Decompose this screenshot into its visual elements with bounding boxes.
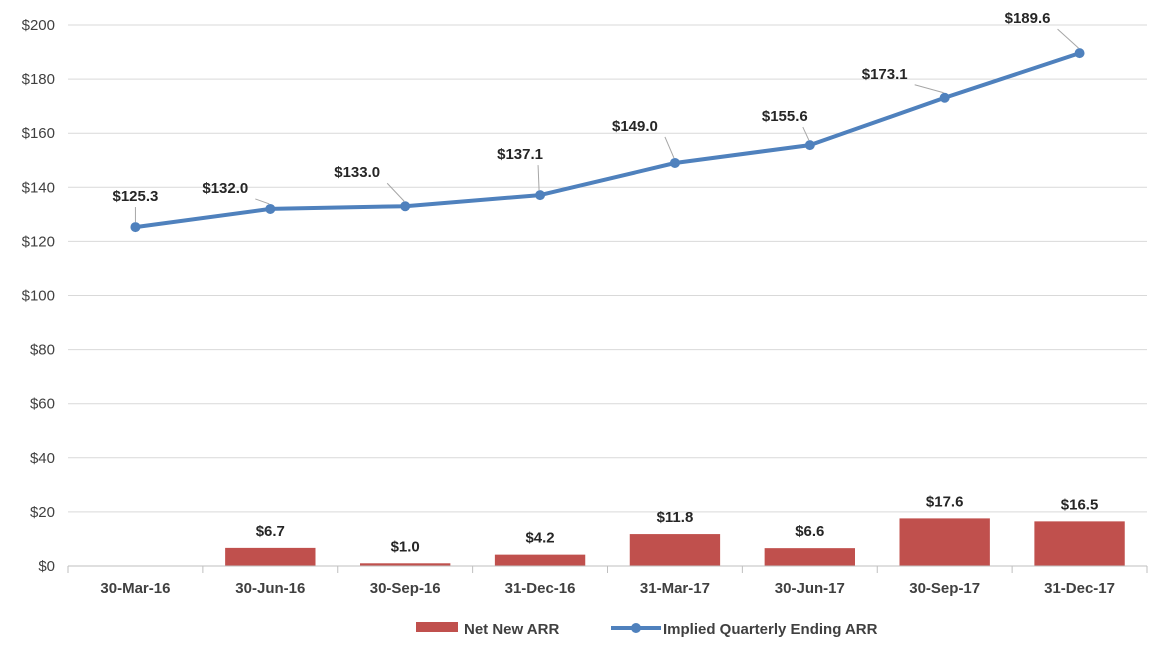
y-tick-label: $20 (30, 504, 55, 521)
net-new-arr-bars (225, 518, 1125, 566)
line-data-label: $149.0 (612, 118, 658, 135)
bar-net-new-arr (629, 534, 721, 566)
y-tick-label: $160 (22, 125, 55, 142)
implied-arr-line (135, 51, 1081, 230)
implied-arr-points (130, 48, 1085, 233)
bar-data-label: $11.8 (657, 509, 694, 526)
bar-net-new-arr (360, 563, 451, 566)
bar-data-label: $4.2 (525, 530, 554, 547)
line-data-label: $155.6 (762, 108, 808, 125)
x-tick-label: 30-Mar-16 (100, 580, 170, 597)
x-tick-label: 30-Sep-17 (909, 580, 980, 597)
bar-data-label: $17.6 (926, 493, 964, 510)
bar-data-label: $6.7 (256, 523, 285, 540)
label-leader-line (1057, 28, 1079, 49)
bar-net-new-arr (225, 547, 316, 566)
x-tick-label: 31-Dec-16 (505, 580, 576, 597)
bar-net-new-arr (494, 554, 586, 566)
bar-data-label: $6.6 (795, 523, 824, 540)
legend-swatch-net-new-arr (416, 622, 458, 632)
label-leader-line (537, 165, 540, 191)
gridlines (68, 24, 1147, 513)
y-tick-label: $80 (30, 342, 55, 359)
data-labels: $6.7 $1.0 $4.2 $11.8 $6.6 $17.6 $16.5 $125.3 $13… (112, 10, 1098, 555)
line-point (535, 190, 546, 201)
line-data-label: $133.0 (334, 164, 380, 181)
line-data-label: $137.1 (497, 146, 543, 163)
line-data-label: $189.6 (1005, 10, 1051, 27)
bar-data-label: $16.5 (1061, 496, 1099, 513)
legend: Net New ARR Implied Quarterly Ending ARR (416, 621, 878, 638)
y-tick-label: $100 (22, 288, 55, 305)
line-data-label: $173.1 (862, 66, 908, 83)
line-point (1074, 48, 1085, 59)
line-data-label: $132.0 (202, 180, 248, 197)
x-tick-label: 31-Mar-17 (640, 580, 710, 597)
line-point (265, 203, 276, 214)
bar-net-new-arr (764, 548, 855, 566)
line-point (804, 140, 815, 151)
line-data-label: $125.3 (112, 188, 158, 205)
bar-net-new-arr (1034, 521, 1125, 566)
x-tick-label: 31-Dec-17 (1044, 580, 1115, 597)
legend-label-implied-arr: Implied Quarterly Ending ARR (663, 621, 878, 638)
legend-marker-implied-arr (631, 623, 641, 633)
label-leader-line (664, 136, 675, 159)
y-tick-label: $60 (30, 396, 55, 413)
y-tick-label: $180 (22, 71, 55, 88)
y-axis-ticks: $0 $20 $40 $60 $80 $100 $120 $140 $160 $180 $200 (22, 17, 55, 575)
line-point (130, 222, 141, 233)
y-tick-label: $140 (22, 179, 55, 196)
x-axis-ticks: 30-Mar-16 30-Jun-16 30-Sep-16 31-Dec-16 31-M… (67, 566, 1148, 597)
y-tick-label: $0 (38, 558, 55, 575)
x-tick-label: 30-Jun-17 (775, 580, 845, 597)
label-leader-line (802, 126, 810, 141)
line-point (939, 92, 950, 103)
label-leader-line (386, 182, 405, 202)
bar-data-label: $1.0 (391, 538, 420, 555)
bar-net-new-arr (899, 518, 990, 566)
x-tick-label: 30-Sep-16 (370, 580, 441, 597)
y-tick-label: $40 (30, 450, 55, 467)
legend-label-net-new-arr: Net New ARR (464, 621, 559, 638)
label-leader-line (255, 198, 270, 205)
line-point (669, 157, 680, 168)
line-point (400, 201, 411, 212)
x-tick-label: 30-Jun-16 (235, 580, 305, 597)
y-tick-label: $120 (22, 233, 55, 250)
y-tick-label: $200 (22, 17, 55, 34)
label-leader-lines (134, 28, 1079, 223)
label-leader-line (914, 84, 944, 94)
